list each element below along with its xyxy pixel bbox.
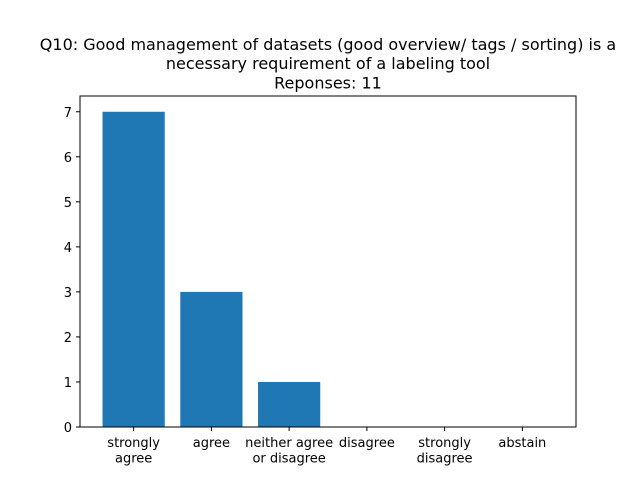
- y-tick-label: 2: [64, 331, 72, 346]
- bar: [102, 111, 165, 427]
- plot-frame: [79, 95, 577, 428]
- chart-title: Q10: Good management of datasets (good o…: [40, 35, 616, 92]
- y-tick-label: 5: [64, 196, 72, 211]
- y-tick-label: 6: [64, 151, 72, 166]
- y-tick-label: 1: [64, 376, 72, 391]
- y-tick-label: 7: [64, 106, 72, 121]
- x-tick-label: neither agree or disagree: [245, 436, 333, 467]
- x-tick-label: strongly agree: [107, 436, 160, 467]
- x-tick-label: strongly disagree: [417, 436, 473, 467]
- bar: [258, 381, 321, 427]
- bar: [180, 291, 243, 427]
- x-tick-label: agree: [193, 436, 230, 451]
- x-tick-label: disagree: [339, 436, 395, 451]
- y-tick-label: 3: [64, 286, 72, 301]
- y-tick-label: 4: [64, 241, 72, 256]
- y-tick-label: 0: [64, 421, 72, 436]
- x-tick-label: abstain: [498, 436, 546, 451]
